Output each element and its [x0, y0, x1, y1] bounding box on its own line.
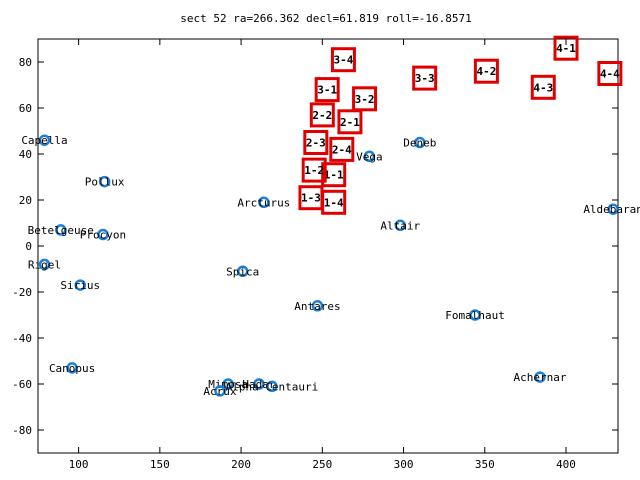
sector-box	[553, 35, 579, 61]
sector-label: 3-1	[317, 84, 337, 97]
star-label: Alpha Centauri	[226, 380, 319, 393]
star-point	[394, 219, 407, 232]
x-tick-label: 400	[556, 458, 576, 471]
sector-label: 4-4	[600, 68, 620, 81]
star-point	[534, 371, 546, 383]
star-label: Betelgeuse	[28, 224, 94, 237]
sector-label: 3-4	[333, 54, 353, 67]
star-label: Aldebaran	[583, 203, 640, 216]
star-label: Spica	[226, 265, 259, 278]
y-tick-label: -80	[12, 424, 32, 437]
star-point	[38, 134, 51, 146]
star-point	[607, 203, 619, 215]
star-label: Deneb	[403, 137, 436, 150]
star-point	[97, 228, 109, 241]
sector-box	[329, 136, 355, 162]
star-point	[414, 136, 426, 149]
sector-box	[337, 109, 363, 135]
sector-label: 2-2	[312, 109, 332, 122]
sector-label: 4-1	[556, 42, 576, 55]
star-point	[74, 279, 86, 291]
sector-label: 1-2	[304, 164, 324, 177]
star-point	[258, 196, 270, 209]
x-axis: 100 150 200 250 300 350 400	[69, 39, 576, 471]
sector-box	[530, 74, 556, 100]
star-label: Sirius	[60, 279, 100, 292]
x-tick-label: 150	[150, 458, 170, 471]
star-point	[311, 300, 324, 312]
chart-title: sect 52 ra=266.362 decl=61.819 roll=-16.…	[180, 12, 471, 25]
y-tick-label: 20	[19, 194, 32, 207]
star-label: Capella	[21, 134, 67, 147]
star-point	[214, 385, 226, 397]
star-point	[38, 258, 51, 271]
star-label: Acrux	[203, 385, 236, 398]
y-tick-label: 0	[25, 240, 32, 253]
star-label: Arcturus	[237, 196, 290, 209]
sector-box	[330, 47, 356, 73]
star-label: Fomalhaut	[445, 309, 505, 322]
x-tick-label: 300	[394, 458, 414, 471]
star-point	[469, 309, 481, 321]
sector-box	[301, 157, 327, 183]
x-tick-label: 350	[475, 458, 495, 471]
y-tick-label: -60	[12, 378, 32, 391]
y-tick-label: -20	[12, 286, 32, 299]
star-point	[222, 378, 234, 390]
sector-box	[303, 130, 329, 155]
sector-box	[309, 102, 335, 128]
x-tick-label: 100	[69, 458, 89, 471]
y-tick-label: -40	[12, 332, 32, 345]
sector-label: 1-3	[301, 192, 321, 205]
star-point	[266, 380, 278, 393]
sector-box	[321, 162, 347, 188]
sector-box	[314, 77, 340, 103]
sector-box	[352, 86, 378, 112]
sector-box	[473, 58, 499, 84]
y-tick-label: 80	[19, 56, 32, 69]
star-point	[236, 265, 249, 278]
star-label: Canopus	[49, 362, 95, 375]
y-tick-label: 60	[19, 102, 32, 115]
sector-label: 1-1	[324, 169, 344, 182]
star-label: Altair	[380, 219, 420, 232]
sector-label: 1-4	[324, 196, 344, 209]
x-tick-label: 200	[231, 458, 251, 471]
sector-label: 2-4	[332, 143, 352, 156]
star-label: Achernar	[514, 371, 567, 384]
sector-box	[321, 189, 347, 215]
sector-label: 2-1	[340, 116, 360, 129]
star-label: Pollux	[85, 176, 125, 189]
sector-box	[597, 61, 623, 86]
sector-label: 4-2	[476, 65, 496, 78]
star-label: Antares	[294, 300, 340, 313]
star-label: Rigel	[28, 258, 61, 271]
y-axis: -80 -60 -40 -20 0 20 40 60 80	[12, 56, 618, 437]
sector-label: 3-2	[355, 93, 375, 106]
sector-label: 4-3	[533, 81, 553, 94]
y-tick-label: 40	[19, 148, 32, 161]
sector-label: 2-3	[306, 137, 326, 150]
sectors-layer: 1-11-2 1-3 1-4 2-1 2-2 2-3 2-4 3-1 3-2 3-3 3-4 4-1 4…	[298, 35, 623, 215]
sector-box	[412, 65, 438, 91]
star-point	[54, 224, 67, 236]
star-point	[66, 362, 78, 374]
x-tick-label: 250	[312, 458, 332, 471]
star-point	[253, 378, 265, 390]
star-point	[363, 150, 376, 163]
star-label: Procyon	[80, 229, 126, 242]
star-label: Vega	[356, 150, 383, 163]
star-point	[98, 175, 111, 188]
sector-label: 3-3	[415, 72, 435, 85]
